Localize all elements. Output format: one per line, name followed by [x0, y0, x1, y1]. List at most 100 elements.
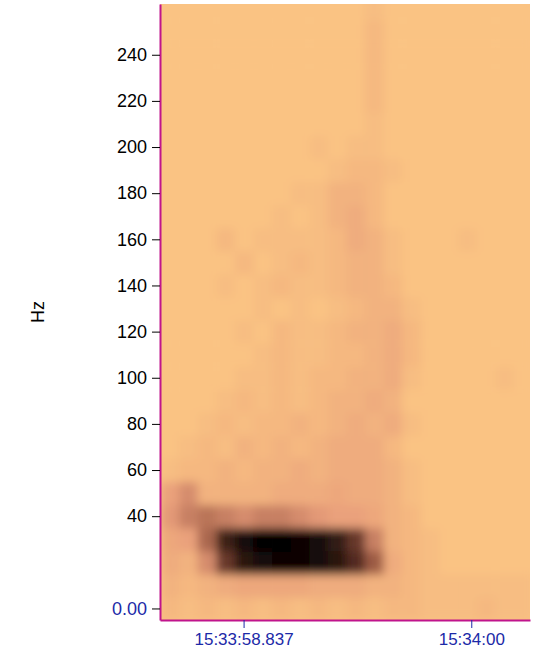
heatmap-cell — [514, 482, 530, 506]
heatmap-cell — [365, 459, 384, 483]
heatmap-cell — [291, 274, 310, 298]
heatmap-cell — [160, 4, 179, 21]
heatmap-cell — [384, 412, 403, 436]
heatmap-cell — [160, 251, 179, 275]
heatmap-cell — [495, 20, 514, 44]
heatmap-cell — [346, 159, 365, 183]
heatmap-cell — [346, 505, 365, 529]
heatmap-cell — [346, 551, 365, 575]
heatmap-cell — [272, 528, 291, 552]
heatmap-cell — [328, 182, 347, 206]
heatmap-cell — [384, 459, 403, 483]
heatmap-cell — [291, 412, 310, 436]
heatmap-cell — [179, 459, 198, 483]
y-tick-label: 60 — [127, 460, 147, 480]
heatmap-cell — [216, 320, 235, 344]
heatmap-cell — [291, 4, 310, 21]
heatmap-cell — [291, 482, 310, 506]
heatmap-cell — [514, 4, 530, 21]
heatmap-cell — [309, 20, 328, 44]
heatmap-cell — [328, 112, 347, 136]
heatmap-cell — [309, 66, 328, 90]
heatmap-cell — [346, 435, 365, 459]
heatmap-cell — [328, 89, 347, 113]
heatmap-cell — [402, 597, 421, 620]
heatmap-cell — [495, 505, 514, 529]
heatmap-cell — [458, 528, 477, 552]
heatmap-cell — [477, 136, 496, 160]
heatmap-cell — [402, 43, 421, 67]
heatmap-cell — [272, 297, 291, 321]
heatmap-cell — [421, 597, 440, 620]
heatmap-cell — [328, 366, 347, 390]
heatmap-cell — [384, 112, 403, 136]
y-tick-mark — [152, 193, 160, 194]
heatmap-cell — [160, 574, 179, 598]
heatmap-cell — [179, 343, 198, 367]
heatmap-cell — [346, 482, 365, 506]
heatmap-cell — [458, 4, 477, 21]
heatmap-cell — [198, 389, 217, 413]
heatmap-cell — [402, 412, 421, 436]
heatmap-cell — [198, 574, 217, 598]
heatmap-cell — [439, 574, 458, 598]
heatmap-cell — [477, 320, 496, 344]
heatmap-cell — [477, 389, 496, 413]
heatmap-cell — [291, 597, 310, 620]
heatmap-cell — [514, 389, 530, 413]
heatmap-cell — [291, 251, 310, 275]
heatmap-cell — [458, 597, 477, 620]
heatmap-cell — [179, 320, 198, 344]
heatmap-cell — [179, 159, 198, 183]
heatmap-cell — [514, 89, 530, 113]
heatmap-cell — [309, 159, 328, 183]
heatmap-cell — [253, 182, 272, 206]
heatmap-cell — [216, 297, 235, 321]
heatmap-cell — [439, 182, 458, 206]
heatmap-cell — [160, 505, 179, 529]
heatmap-cell — [477, 482, 496, 506]
heatmap-cell — [421, 412, 440, 436]
y-tick-label: 120 — [117, 322, 147, 342]
heatmap-cell — [291, 574, 310, 598]
heatmap-cell — [328, 597, 347, 620]
heatmap-cell — [346, 89, 365, 113]
heatmap-cell — [216, 66, 235, 90]
heatmap-cell — [253, 297, 272, 321]
heatmap-cell — [309, 182, 328, 206]
heatmap-cell — [216, 366, 235, 390]
heatmap-cell — [514, 136, 530, 160]
heatmap-cell — [253, 66, 272, 90]
heatmap-cell — [235, 459, 254, 483]
heatmap-cell — [477, 297, 496, 321]
heatmap-cell — [235, 43, 254, 67]
heatmap-cell — [291, 505, 310, 529]
heatmap-cell — [384, 4, 403, 21]
heatmap-cell — [216, 412, 235, 436]
heatmap-cell — [253, 159, 272, 183]
heatmap-cell — [458, 20, 477, 44]
heatmap-cell — [272, 412, 291, 436]
heatmap-cell — [495, 274, 514, 298]
heatmap-cell — [198, 528, 217, 552]
heatmap-cell — [272, 389, 291, 413]
heatmap-cell — [477, 574, 496, 598]
heatmap-cell — [179, 505, 198, 529]
heatmap-cell — [365, 136, 384, 160]
heatmap-cell — [291, 20, 310, 44]
heatmap-cell — [235, 389, 254, 413]
heatmap-cell — [272, 205, 291, 229]
heatmap-cell — [253, 574, 272, 598]
heatmap-cell — [402, 66, 421, 90]
heatmap-cell — [235, 482, 254, 506]
heatmap-cell — [402, 528, 421, 552]
heatmap-cell — [439, 297, 458, 321]
heatmap-cell — [365, 43, 384, 67]
y-tick: 220 — [117, 91, 160, 111]
heatmap-cell — [253, 482, 272, 506]
heatmap-cell — [439, 136, 458, 160]
heatmap-cell — [458, 551, 477, 575]
heatmap-cell — [272, 435, 291, 459]
heatmap-cell — [179, 366, 198, 390]
heatmap-cell — [235, 551, 254, 575]
